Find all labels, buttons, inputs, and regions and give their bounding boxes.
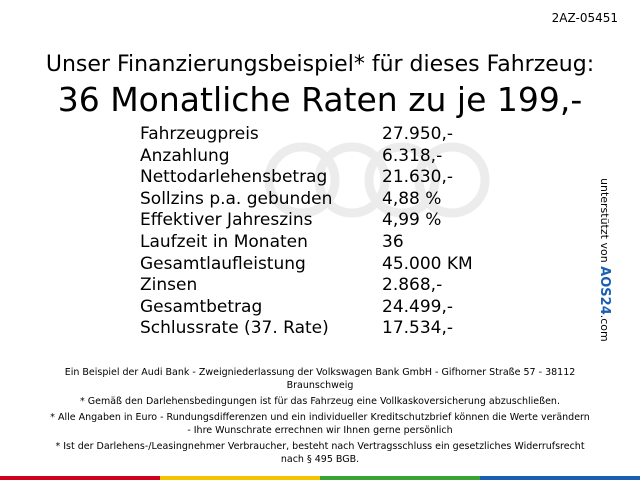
- table-row: Schlussrate (37. Rate) 17.534,-: [140, 318, 502, 340]
- table-row: Anzahlung 6.318,-: [140, 146, 502, 168]
- table-row: Fahrzeugpreis 27.950,-: [140, 124, 502, 146]
- rate-line: 36 Monatliche Raten zu je 199,-: [57, 80, 583, 119]
- row-label: Anzahlung: [140, 145, 230, 166]
- footnote: * Gemäß den Darlehensbedingungen ist für…: [80, 396, 560, 407]
- bar-yellow: [160, 476, 320, 480]
- bar-blue: [480, 476, 640, 480]
- color-bar: [0, 476, 640, 480]
- table-row: Nettodarlehensbetrag 21.630,-: [140, 167, 502, 189]
- sidebar-text: unterstützt von AOS24.com: [597, 178, 612, 342]
- table-row: Effektiver Jahreszins 4,99 %: [140, 210, 502, 232]
- table-row: Sollzins p.a. gebunden 4,88 %: [140, 189, 502, 211]
- row-label: Laufzeit in Monaten: [140, 231, 308, 252]
- headline: Unser Finanzierungsbeispiel* für dieses …: [45, 52, 595, 77]
- table-row: Laufzeit in Monaten 36: [140, 232, 502, 254]
- sidebar-brand: AOS24: [597, 266, 612, 315]
- row-value: 27.950,-: [382, 124, 454, 144]
- row-value: 17.534,-: [382, 318, 454, 339]
- row-label: Fahrzeugpreis: [140, 124, 259, 144]
- row-value: 4,99 %: [382, 210, 442, 231]
- table-row: Gesamtbetrag 24.499,-: [140, 297, 502, 319]
- sidebar-suffix: .com: [598, 314, 611, 342]
- footnotes: Ein Beispiel der Audi Bank - Zweignieder…: [50, 366, 590, 469]
- finance-table: Fahrzeugpreis 27.950,- Anzahlung 6.318,- Net…: [140, 124, 502, 340]
- row-label: Nettodarlehensbetrag: [140, 167, 328, 188]
- row-value: 2.868,-: [382, 275, 443, 296]
- row-label: Schlussrate (37. Rate): [140, 318, 329, 339]
- table-row: Gesamtlaufleistung 45.000 KM: [140, 254, 502, 276]
- row-value: 4,88 %: [382, 188, 442, 209]
- row-label: Sollzins p.a. gebunden: [140, 188, 333, 209]
- bar-red: [0, 476, 160, 480]
- row-value: 6.318,-: [382, 145, 443, 166]
- footnote: Ein Beispiel der Audi Bank - Zweignieder…: [64, 367, 576, 391]
- row-value: 36: [382, 231, 404, 252]
- footnote: * Ist der Darlehens-/Leasingnehmer Verbr…: [55, 441, 585, 465]
- row-value: 24.499,-: [382, 296, 454, 317]
- row-label: Zinsen: [140, 275, 198, 296]
- footnote: * Alle Angaben in Euro - Rundungsdiffere…: [50, 412, 590, 436]
- bar-green: [320, 476, 480, 480]
- table-row: Zinsen 2.868,-: [140, 275, 502, 297]
- row-value: 21.630,-: [382, 167, 454, 188]
- row-label: Gesamtlaufleistung: [140, 253, 306, 274]
- row-label: Gesamtbetrag: [140, 296, 263, 317]
- reference-id: 2AZ-05451: [551, 11, 618, 25]
- sidebar-prefix: unterstützt von: [598, 178, 611, 263]
- row-value: 45.000 KM: [382, 253, 473, 274]
- row-label: Effektiver Jahreszins: [140, 210, 313, 231]
- watermark-rings: [264, 142, 490, 218]
